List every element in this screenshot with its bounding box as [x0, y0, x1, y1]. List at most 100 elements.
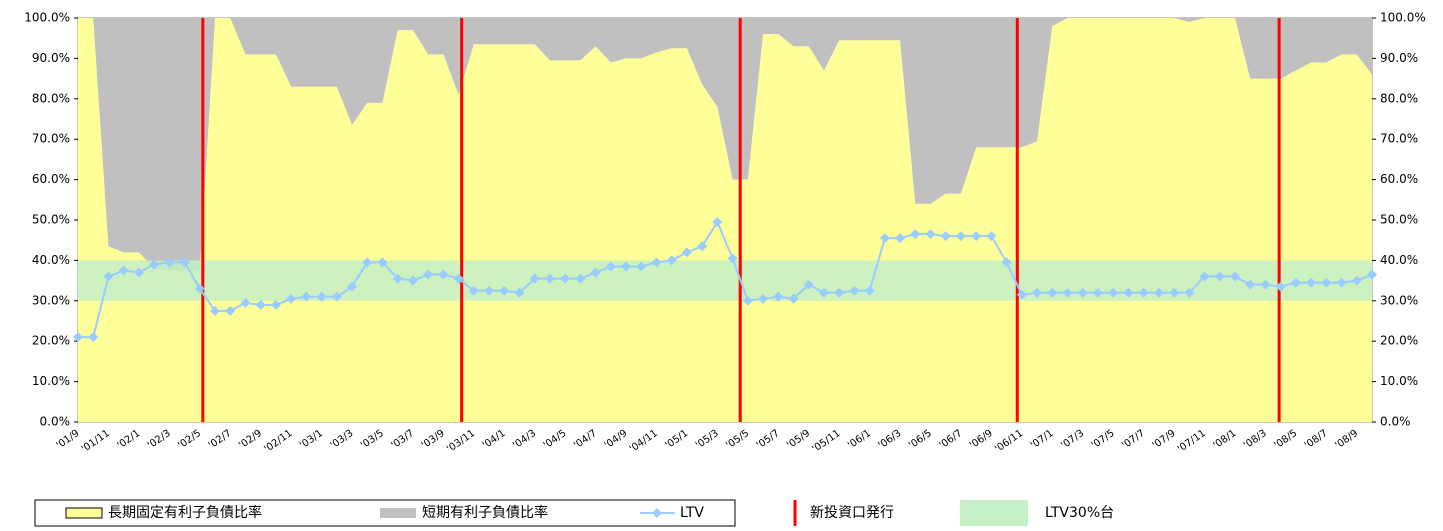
- ltv-marker: [484, 285, 495, 296]
- x-tick-label: '01/11: [80, 428, 112, 455]
- x-tick-label: '04/9: [603, 428, 630, 451]
- legend-label: LTV30%台: [1045, 505, 1114, 521]
- ltv-marker: [1001, 257, 1012, 268]
- x-tick-label: '02/5: [176, 428, 203, 451]
- x-tick-label: '07/11: [1176, 428, 1208, 455]
- ltv-marker: [103, 271, 114, 282]
- legend-marker: [652, 508, 662, 518]
- ltv-marker: [834, 287, 845, 298]
- x-tick-label: '08/9: [1333, 428, 1360, 451]
- ltv-marker: [392, 273, 403, 284]
- legend-label: 短期有利子負債比率: [422, 504, 548, 521]
- x-tick-label: '05/7: [755, 428, 782, 451]
- ltv-marker: [681, 247, 692, 258]
- ltv-marker: [773, 291, 784, 302]
- ltv-marker: [803, 279, 814, 290]
- ltv-marker: [986, 231, 997, 242]
- ltv-marker: [88, 332, 99, 343]
- x-tick-label: '05/3: [694, 428, 721, 451]
- ltv-marker: [818, 287, 829, 298]
- x-tick-label: '03/11: [445, 428, 477, 455]
- ltv-marker: [1260, 279, 1271, 290]
- ltv-marker: [971, 231, 982, 242]
- ltv-marker: [1275, 281, 1286, 292]
- ltv-marker: [697, 241, 708, 252]
- ltv-marker: [1214, 271, 1225, 282]
- ltv-marker: [1032, 287, 1043, 298]
- ltv-marker: [849, 285, 860, 296]
- x-tick-label: '02/11: [262, 428, 294, 455]
- x-tick-label: '08/7: [1303, 428, 1330, 451]
- ltv-marker: [1229, 271, 1240, 282]
- legend-label: 長期固定有利子負債比率: [108, 504, 262, 521]
- ltv-marker: [1138, 287, 1149, 298]
- y2-tick-label: 80.0%: [1380, 91, 1418, 105]
- ltv-marker: [179, 257, 190, 268]
- ltv-marker: [529, 273, 540, 284]
- y2-tick-label: 50.0%: [1380, 213, 1418, 227]
- x-tick-label: '08/5: [1272, 428, 1299, 451]
- ltv-marker: [377, 257, 388, 268]
- ltv-marker: [651, 257, 662, 268]
- y2-tick-label: 60.0%: [1380, 172, 1418, 186]
- x-tick-label: '02/3: [146, 428, 173, 451]
- ltv-marker: [1169, 287, 1180, 298]
- ltv-marker: [712, 217, 723, 228]
- ltv-marker: [758, 293, 769, 304]
- ltv-marker: [73, 332, 83, 343]
- ltv-marker: [895, 233, 906, 244]
- y2-tick-label: 20.0%: [1380, 334, 1418, 348]
- ltv-marker: [225, 305, 236, 316]
- x-tick-label: '02/1: [115, 428, 142, 451]
- x-tick-label: '06/5: [907, 428, 934, 451]
- ltv-marker: [499, 285, 510, 296]
- x-tick-label: '04/5: [542, 428, 569, 451]
- ltv-marker: [727, 253, 738, 264]
- area: [78, 18, 1372, 422]
- legend-label: LTV: [680, 505, 704, 521]
- ltv-marker: [316, 291, 327, 302]
- y-tick-label: 10.0%: [32, 374, 70, 388]
- ltv-marker: [240, 297, 251, 308]
- ltv-marker: [1123, 287, 1134, 298]
- x-tick-label: '05/1: [663, 428, 690, 451]
- ltv-marker: [1306, 277, 1317, 288]
- ltv-marker: [331, 291, 342, 302]
- ltv-marker: [133, 267, 144, 278]
- x-tick-label: '02/9: [237, 428, 264, 451]
- x-tick-label: '05/9: [785, 428, 812, 451]
- ltv-marker: [1047, 287, 1058, 298]
- ltv-marker: [879, 233, 890, 244]
- ltv-marker: [423, 269, 434, 280]
- x-tick-label: '03/7: [389, 428, 416, 451]
- ltv-marker: [742, 295, 753, 306]
- x-tick-label: '05/5: [724, 428, 751, 451]
- x-tick-label: '06/11: [993, 428, 1025, 455]
- ltv-marker: [1351, 275, 1362, 286]
- legend-band: [960, 500, 1028, 526]
- ltv-marker: [255, 299, 266, 310]
- y-tick-label: 70.0%: [32, 132, 70, 146]
- y-tick-label: 80.0%: [32, 91, 70, 105]
- x-tick-label: '07/9: [1151, 428, 1178, 451]
- x-tick-label: '02/7: [207, 428, 234, 451]
- ltv-marker: [940, 231, 951, 242]
- y-tick-label: 30.0%: [32, 293, 70, 307]
- ltv-marker: [1153, 287, 1164, 298]
- ltv-marker: [210, 305, 221, 316]
- ltv-marker: [575, 273, 586, 284]
- ltv-marker: [286, 293, 297, 304]
- ltv-marker: [621, 261, 632, 272]
- ltv-marker: [407, 275, 418, 286]
- ltv-marker: [636, 261, 647, 272]
- ltv-marker: [1092, 287, 1103, 298]
- x-tick-label: '06/9: [968, 428, 995, 451]
- y2-tick-label: 100.0%: [1380, 11, 1426, 25]
- ltv-marker: [1290, 277, 1301, 288]
- x-tick-label: '07/5: [1090, 428, 1117, 451]
- x-tick-label: '04/3: [511, 428, 538, 451]
- ltv-marker: [544, 273, 555, 284]
- ltv-marker: [362, 257, 373, 268]
- ltv-marker: [1367, 269, 1377, 280]
